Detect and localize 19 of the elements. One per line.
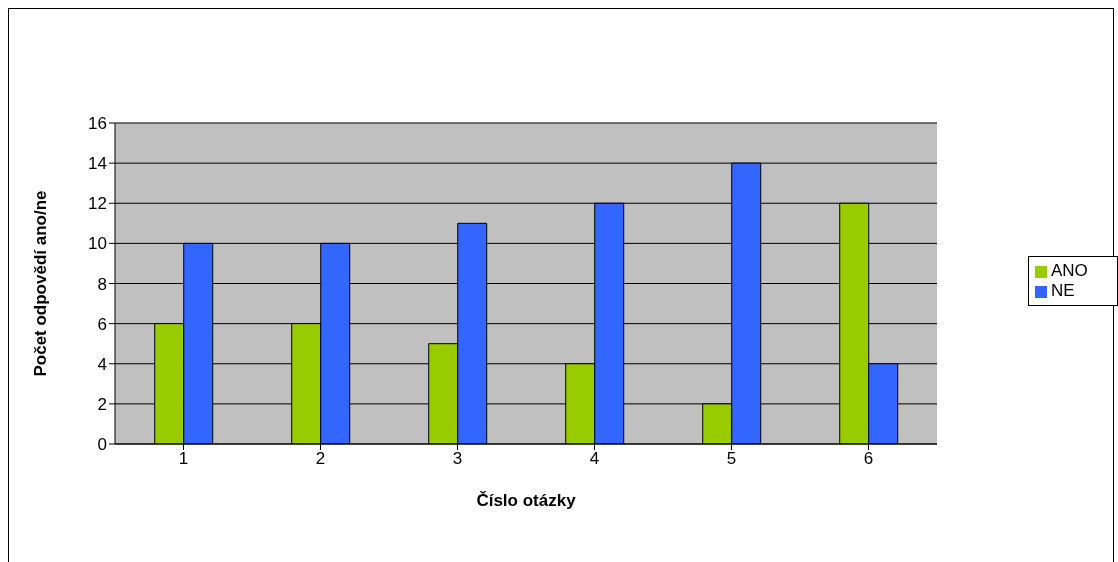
y-tick-label: 10 (88, 234, 107, 254)
x-tick-label: 5 (726, 449, 737, 469)
x-tick-label: 1 (178, 449, 189, 469)
y-tick-label: 14 (88, 154, 107, 174)
x-tick-label: 6 (863, 449, 874, 469)
y-tick-label: 12 (88, 194, 107, 214)
y-tick-label: 6 (97, 314, 107, 334)
x-tick-label: 3 (452, 449, 463, 469)
y-tick-label: 16 (88, 114, 107, 134)
x-tick-label: 4 (589, 449, 600, 469)
y-tick-label: 4 (97, 354, 107, 374)
y-axis-title: Počet odpovědí ano/ne (31, 190, 51, 377)
y-tick-label: 0 (97, 435, 107, 455)
x-axis-title: Číslo otázky (476, 491, 577, 510)
legend-label: ANO (1051, 261, 1088, 280)
x-tick-label: 2 (315, 449, 326, 469)
y-tick-label: 2 (97, 394, 107, 414)
y-tick-label: 8 (97, 274, 107, 294)
legend-label: NE (1051, 281, 1075, 300)
